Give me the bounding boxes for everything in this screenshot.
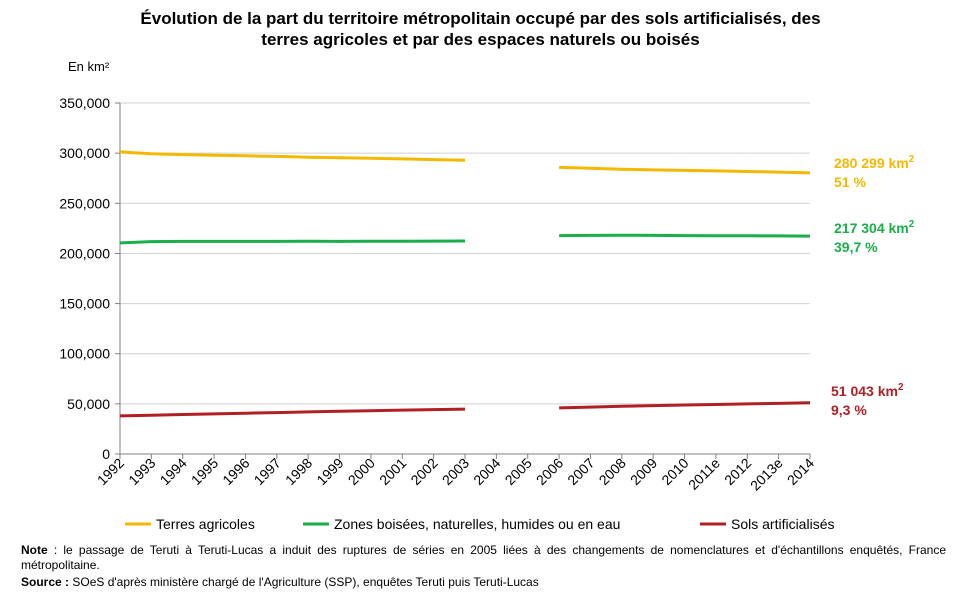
legend-item: Zones boisées, naturelles, humides ou en… [303, 516, 620, 532]
chart-note: Note : le passage de Teruti à Teruti-Luc… [21, 543, 946, 573]
x-tick-label: 2003 [439, 455, 472, 488]
legend-item: Sols artificialisés [700, 516, 834, 532]
legend-item: Terres agricoles [125, 516, 255, 532]
x-tick-label: 1993 [125, 455, 158, 488]
source-label: Source : [21, 575, 70, 589]
series-1: 280 299 km2 51 % [119, 150, 915, 190]
line-chart: En km² 0 50,000 100,000 150,000 200,000 250,00… [59, 59, 915, 532]
series-line [559, 233, 811, 238]
x-tick-label: 1998 [282, 455, 315, 488]
x-tick-label: 2009 [627, 455, 660, 488]
x-tick-label: 2005 [502, 455, 535, 488]
chart-title: Évolution de la part du territoire métro… [0, 8, 961, 50]
x-tick-label: 1999 [313, 455, 346, 488]
series-line [119, 150, 466, 162]
source-text: SOeS d'après ministère chargé de l'Agric… [69, 575, 539, 589]
superscript: 2 [898, 382, 904, 393]
x-tick-label: 1994 [157, 455, 190, 488]
note-text: : le passage de Teruti à Teruti-Lucas a … [21, 543, 946, 572]
chart-title-line-2: terres agricoles et par des espaces natu… [261, 30, 700, 49]
x-tick-label: 2014 [784, 455, 817, 488]
series-line [559, 401, 811, 410]
chart-title-line-1: Évolution de la part du territoire métro… [140, 9, 821, 28]
legend-label: Sols artificialisés [731, 516, 834, 532]
legend-label: Terres agricoles [156, 516, 255, 532]
x-tick-label: 2007 [564, 455, 597, 488]
y-axis-label: En km² [68, 59, 110, 74]
superscript: 2 [909, 219, 915, 230]
x-tick-label: 1997 [251, 455, 284, 488]
x-tick-label: 1995 [188, 455, 221, 488]
end-value-label: 217 304 km2 [834, 219, 915, 236]
superscript: 2 [909, 154, 915, 165]
end-percent-label: 9,3 % [831, 402, 867, 418]
legend-label: Zones boisées, naturelles, humides ou en… [334, 516, 620, 532]
y-tick-label: 50,000 [67, 396, 110, 412]
x-tick-label: 2002 [407, 455, 440, 488]
x-tick-label: 2000 [345, 455, 378, 488]
y-tick-label: 300,000 [59, 145, 110, 161]
x-tick-label: 2001 [376, 455, 409, 488]
x-tick-label: 2008 [596, 455, 629, 488]
series-line [119, 407, 466, 418]
y-tick-label: 0 [102, 446, 110, 462]
end-value-label: 51 043 km2 [831, 382, 904, 399]
chart-source: Source : SOeS d'après ministère chargé d… [21, 575, 539, 590]
series-2: 217 304 km2 39,7 % [119, 219, 915, 255]
x-tick-label: 2004 [470, 455, 503, 488]
end-percent-label: 39,7 % [834, 239, 878, 255]
x-tick-label: 2013e [747, 455, 786, 494]
y-tick-label: 200,000 [59, 245, 110, 261]
y-tick-label: 250,000 [59, 195, 110, 211]
y-tick-label: 100,000 [59, 346, 110, 362]
y-tick-label: 150,000 [59, 296, 110, 312]
x-tick-label: 1996 [219, 455, 252, 488]
series-line [559, 165, 811, 175]
series-3: 51 043 km2 9,3 % [119, 382, 904, 418]
y-tick-label: 350,000 [59, 95, 110, 111]
note-label: Note [21, 543, 48, 557]
series-line [119, 239, 466, 245]
end-value-label: 280 299 km2 [834, 154, 915, 171]
x-tick-label: 1992 [94, 455, 127, 488]
x-tick-label: 2011e [685, 455, 723, 493]
x-tick-label: 2006 [533, 455, 566, 488]
end-percent-label: 51 % [834, 174, 866, 190]
